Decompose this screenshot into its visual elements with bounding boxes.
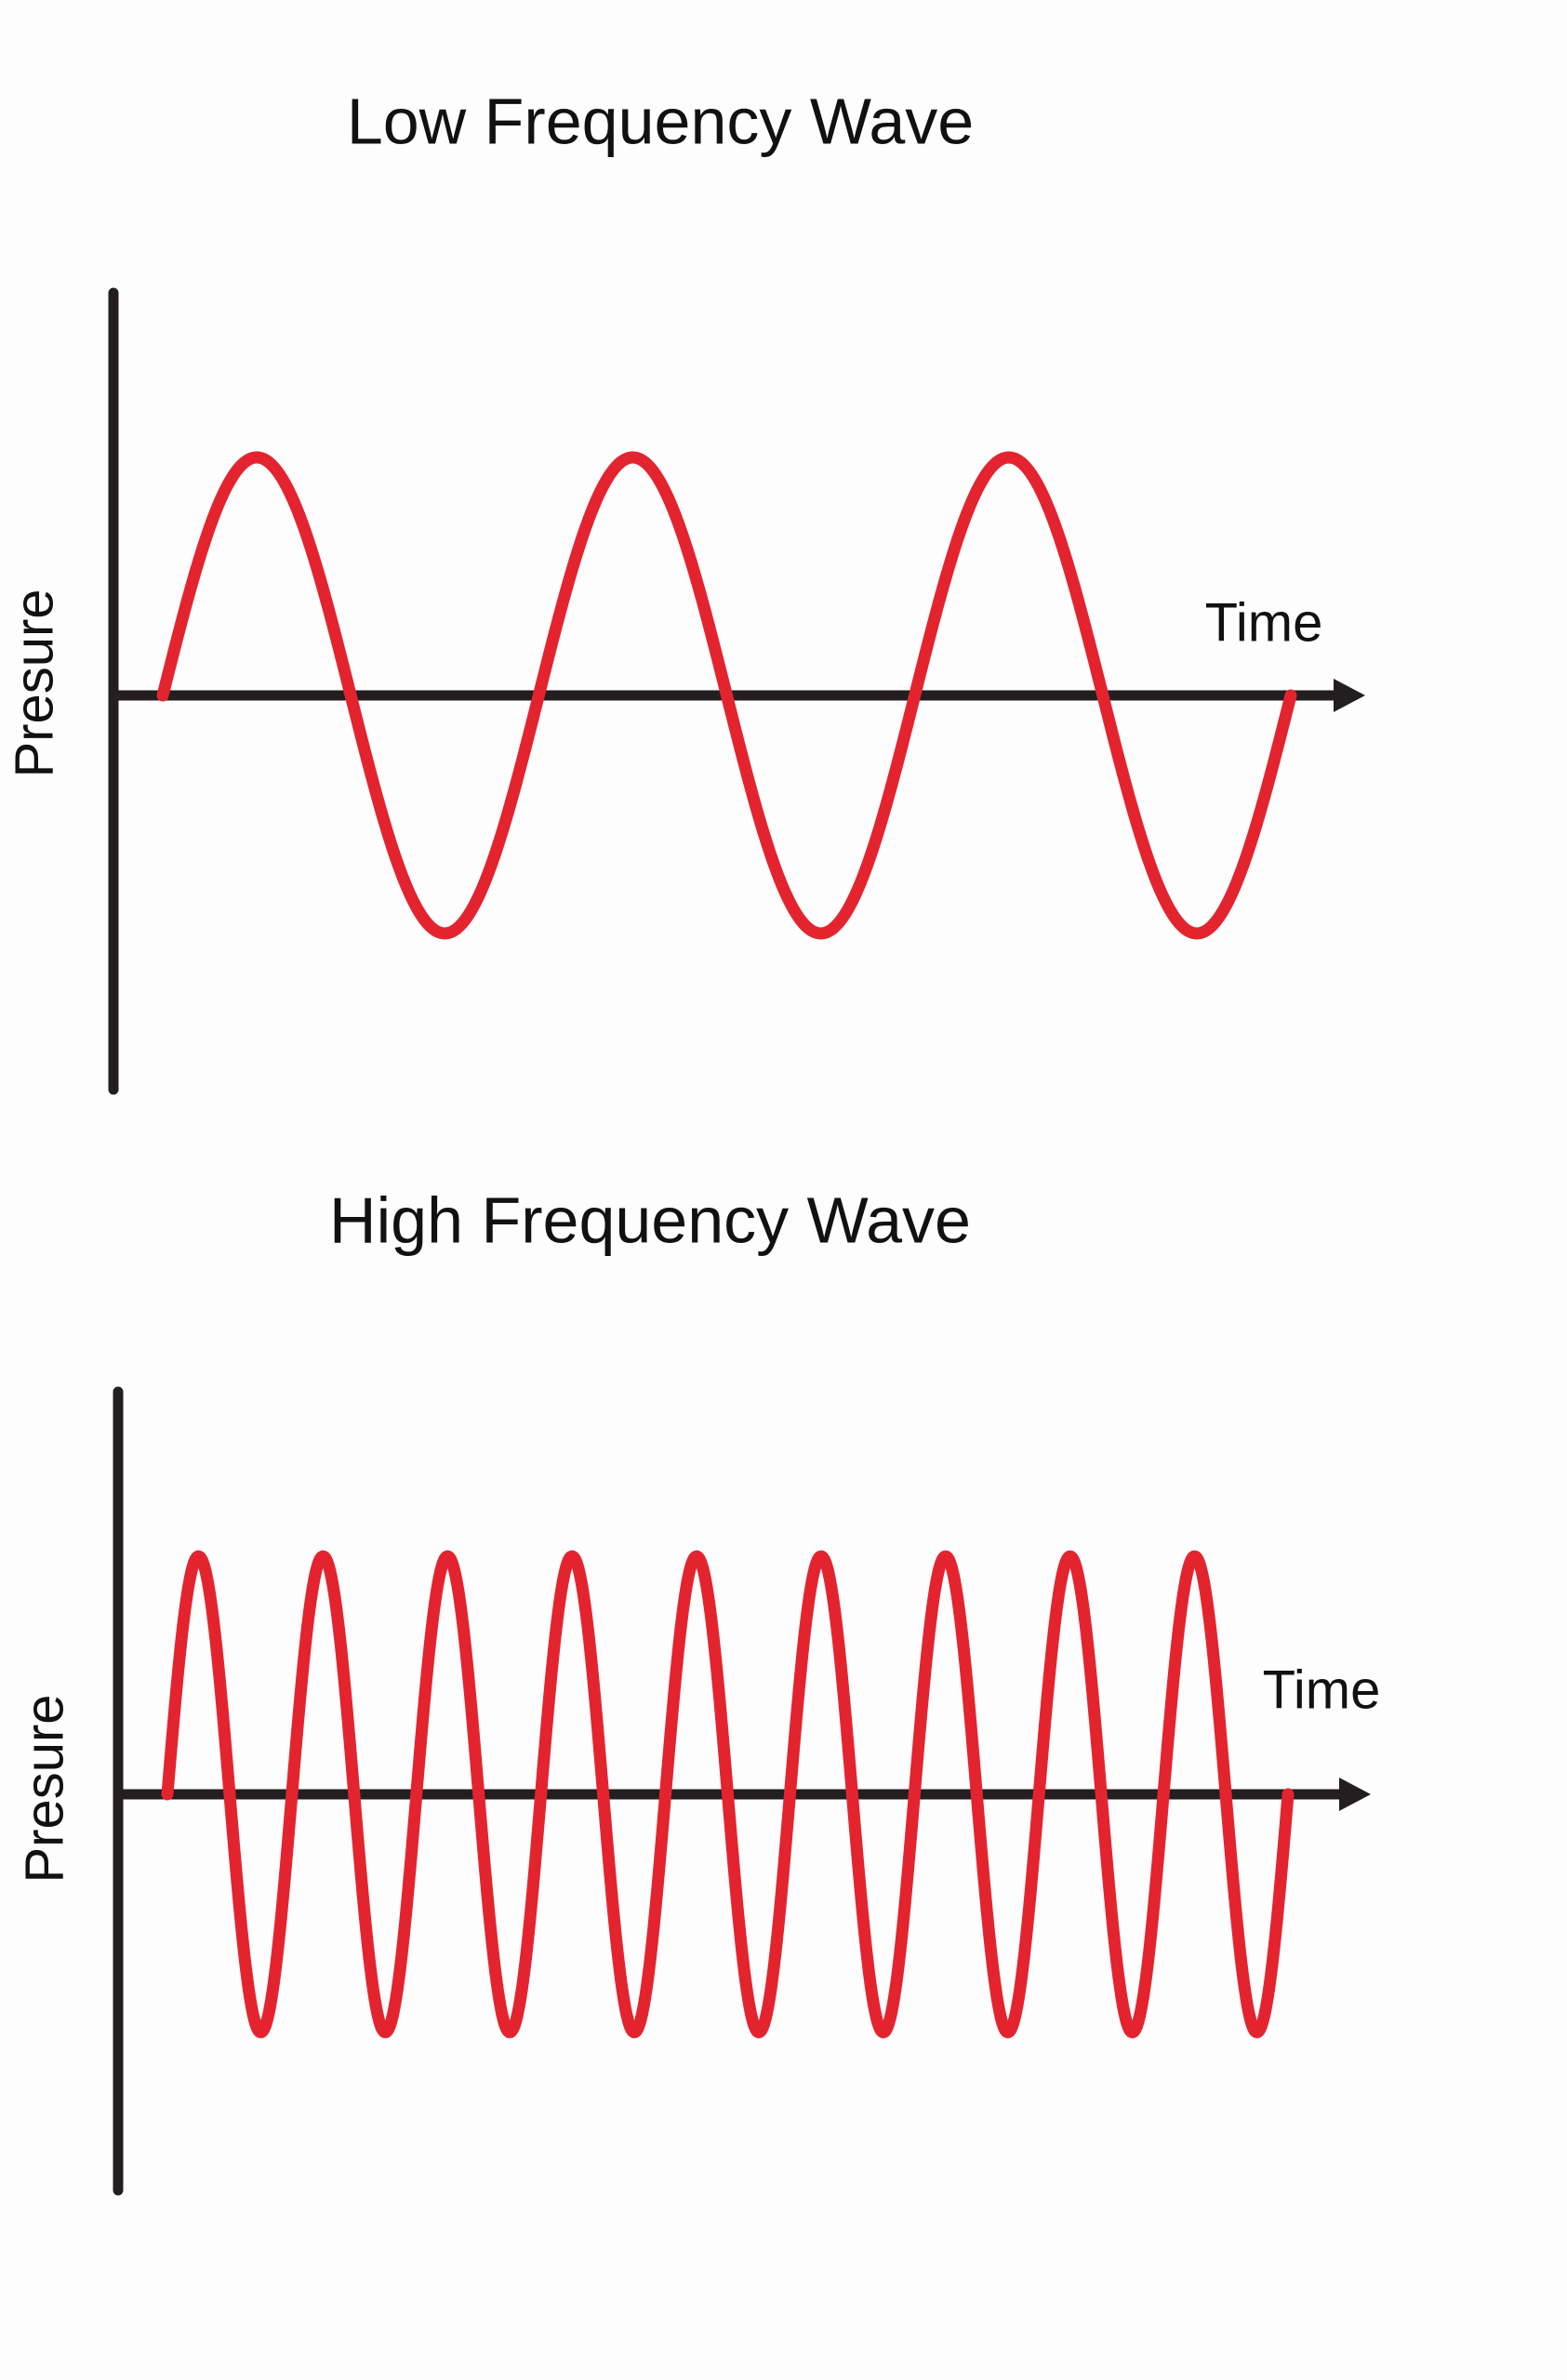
y-axis-label: Presure: [14, 1694, 74, 1883]
axis-arrow: [1339, 1778, 1371, 1811]
axis-arrow: [1334, 679, 1365, 712]
x-axis-label: Time: [1263, 1659, 1381, 1720]
panel-high: High Frequency Wave Time Presure: [14, 1183, 1381, 2196]
panel-title: High Frequency Wave: [329, 1183, 971, 1256]
x-axis-label: Time: [1205, 592, 1323, 653]
panel-low: Low Frequency Wave Time Presure: [4, 85, 1365, 1095]
wave: [161, 1550, 1295, 2039]
y-axis-label: Presure: [4, 588, 64, 777]
panel-title: Low Frequency Wave: [347, 85, 974, 157]
wave: [156, 451, 1297, 940]
